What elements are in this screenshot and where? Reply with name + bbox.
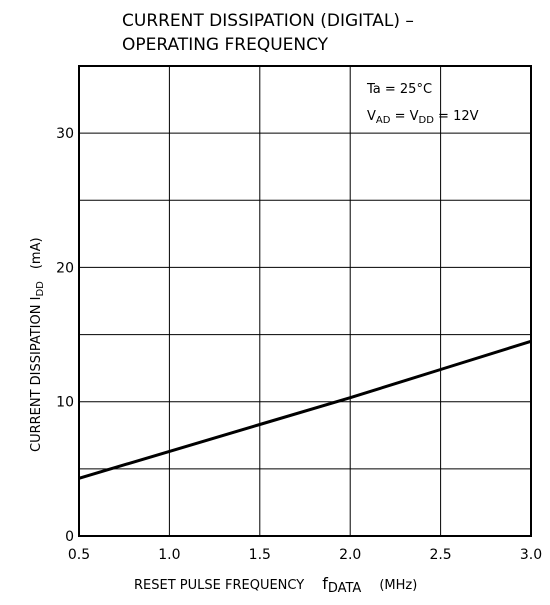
voltage-sub2: DD <box>419 115 435 126</box>
y-label-sub: DD <box>35 281 46 297</box>
y-label-unit: (mA) <box>29 237 44 269</box>
x-label-symbol: f <box>322 574 328 593</box>
chart-title-line2: OPERATING FREQUENCY <box>122 35 329 55</box>
y-axis-label: CURRENT DISSIPATION IDD (mA) <box>29 237 46 452</box>
y-label-main: CURRENT DISSIPATION I <box>29 297 44 452</box>
condition-voltage: VAD = VDD = 12V <box>367 109 479 126</box>
voltage-v1: V <box>367 109 376 124</box>
y-tick-label-1: 10 <box>56 395 74 411</box>
x-axis-label: RESET PULSE FREQUENCY fDATA (MHz) <box>134 574 417 596</box>
x-tick-label-3: 2.0 <box>339 547 361 563</box>
plot-frame <box>78 65 532 537</box>
y-tick-label-0: 0 <box>65 529 74 545</box>
series-line-0 <box>78 339 532 480</box>
gridlines <box>78 66 532 536</box>
x-tick-label-4: 2.5 <box>429 547 451 563</box>
voltage-mid: = V <box>390 109 418 124</box>
y-tick-label-2: 20 <box>56 260 74 276</box>
condition-temperature: Ta = 25°C <box>366 82 432 97</box>
x-label-sub: DATA <box>328 581 362 596</box>
x-tick-label-0: 0.5 <box>68 547 90 563</box>
x-tick-label-1: 1.0 <box>158 547 180 563</box>
x-label-main: RESET PULSE FREQUENCY <box>134 578 304 593</box>
x-label-unit: (MHz) <box>379 578 417 593</box>
x-tick-label-2: 1.5 <box>249 547 271 563</box>
y-tick-label-3: 30 <box>56 126 74 142</box>
voltage-end: = 12V <box>434 109 479 124</box>
x-tick-label-5: 3.0 <box>520 547 542 563</box>
x-tick-labels: 0.5 1.0 1.5 2.0 2.5 3.0 <box>68 547 542 563</box>
y-tick-labels: 0 10 20 30 <box>56 126 74 545</box>
voltage-sub1: AD <box>376 115 391 126</box>
data-series <box>78 339 532 480</box>
chart-title-line1: CURRENT DISSIPATION (DIGITAL) – <box>122 11 414 31</box>
